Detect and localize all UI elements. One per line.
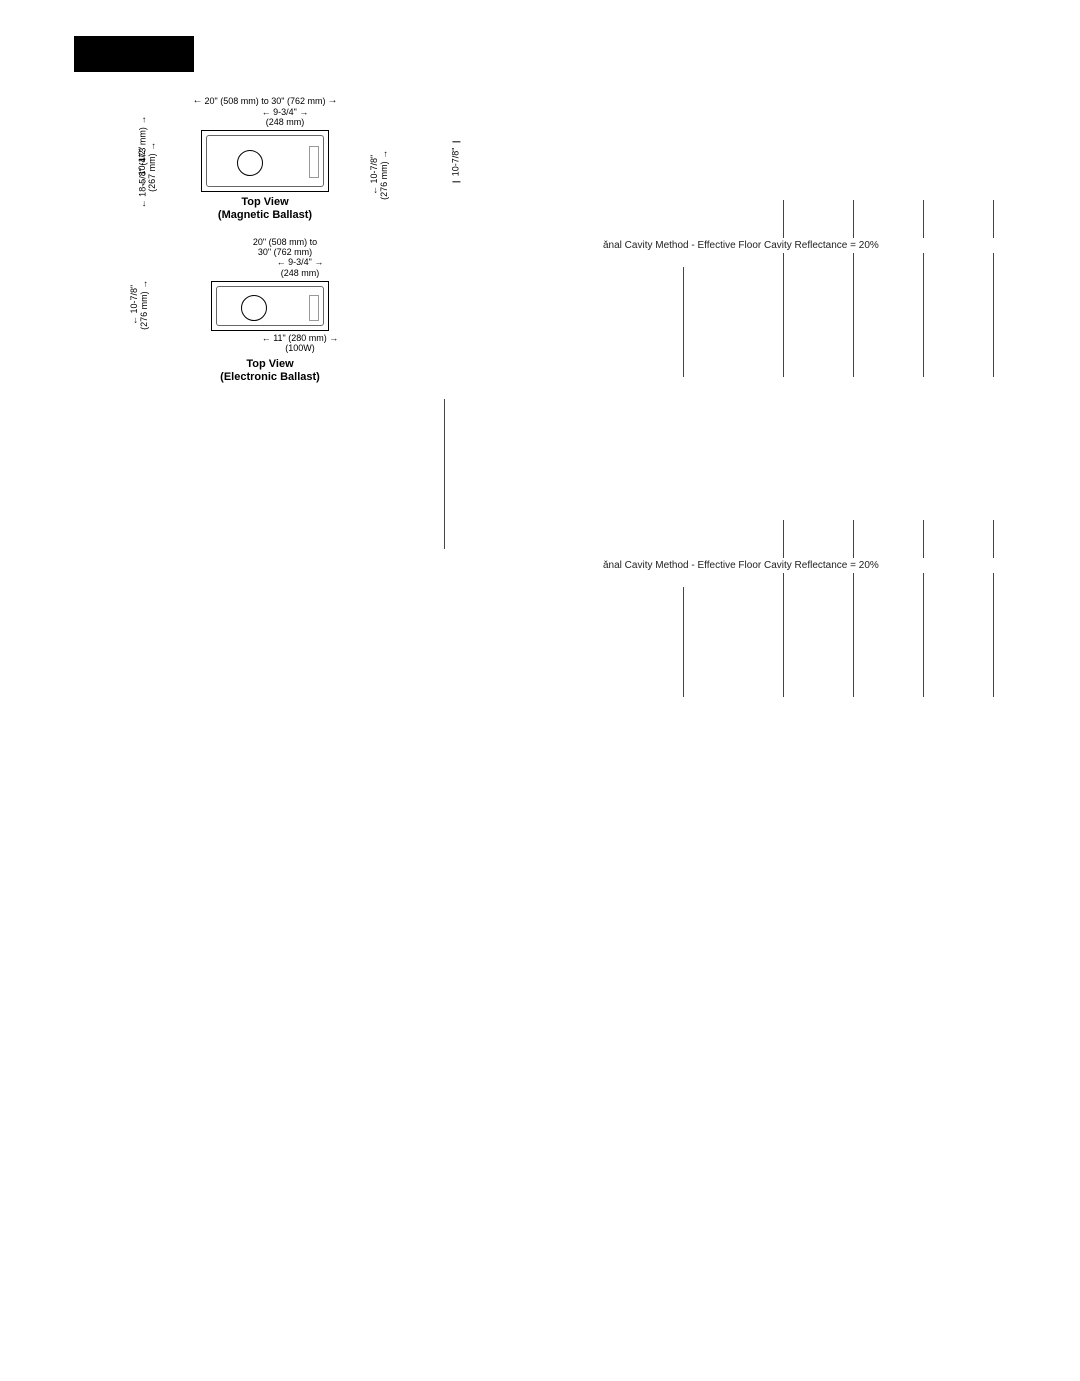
elec-subw: 9-3/4" xyxy=(288,257,312,267)
diagram-electronic: 20" (508 mm) to 30" (762 mm) ← 9-3/4" → … xyxy=(135,237,395,384)
elec-caption-2: (Electronic Ballast) xyxy=(220,371,320,383)
dimension-diagrams: ← 20" (508 mm) to 30" (762 mm) → ← 9-3/4… xyxy=(135,95,395,384)
mag-caption: Top View (Magnetic Ballast) xyxy=(180,196,350,222)
header-black-box xyxy=(74,36,194,72)
mag-width-dim: ← 20" (508 mm) to 30" (762 mm) → xyxy=(180,95,350,107)
mag-subw-row: ← 9-3/4" → (248 mm) xyxy=(220,107,350,128)
elec-box xyxy=(211,281,329,331)
elec-below-2: (100W) xyxy=(285,343,315,353)
mag-caption-2: (Magnetic Ballast) xyxy=(218,209,312,221)
elec-below-1: 11" (280 mm) xyxy=(273,333,327,343)
cu2-caption-row: ǎnal Cavity Method - Effective Floor Cav… xyxy=(603,558,1063,573)
elec-left-b: (276 mm) xyxy=(139,291,149,330)
elec-caption-1: Top View xyxy=(246,358,293,370)
mag-box xyxy=(201,130,329,192)
mag-right-b: (276 mm) xyxy=(379,161,389,200)
mag-width-text: 20" (508 mm) to 30" (762 mm) xyxy=(205,96,326,106)
cu2-sub-rules xyxy=(603,573,1063,587)
mag-caption-1: Top View xyxy=(241,196,288,208)
elec-box-inner xyxy=(216,286,324,326)
mag-far-right-text: 10-7/8" xyxy=(451,148,461,177)
elec-subw-mm: (248 mm) xyxy=(281,268,320,278)
cu1-caption-row: ǎnal Cavity Method - Effective Floor Cav… xyxy=(603,238,1063,253)
elec-width-dim: 20" (508 mm) to 30" (762 mm) xyxy=(185,237,385,258)
cu2-head-rules xyxy=(603,520,1063,558)
cu1-caption: ǎnal Cavity Method - Effective Floor Cav… xyxy=(603,240,879,251)
elec-width-2: 30" (762 mm) xyxy=(258,247,312,257)
elec-left-dim: ← 10-7/8" (276 mm) → xyxy=(130,279,150,329)
mag-subw: 9-3/4" xyxy=(273,107,297,117)
mag-aperture-icon xyxy=(237,150,263,176)
mag-left-inner-dim: ← 10-1/2" (267 mm) → xyxy=(138,142,158,192)
mag-right-a: 10-7/8" xyxy=(369,155,379,184)
cu-table-2: ǎnal Cavity Method - Effective Floor Cav… xyxy=(603,520,1063,697)
cu1-head-rules xyxy=(603,200,1063,238)
zonal-table-1 xyxy=(444,399,484,549)
elec-subw-row: ← 9-3/4" → (248 mm) xyxy=(215,257,385,278)
cu-table-1: ǎnal Cavity Method - Effective Floor Cav… xyxy=(603,200,1063,377)
zonal1-rules xyxy=(444,399,484,549)
cu1-body-rules xyxy=(603,267,1063,377)
cu1-sub-rules xyxy=(603,253,1063,267)
elec-jbox-icon xyxy=(309,295,319,321)
elec-left-a: 10-7/8" xyxy=(129,284,139,313)
mag-far-right-dim: 10-7/8" xyxy=(452,142,462,183)
elec-below-dim: ← 11" (280 mm) → (100W) xyxy=(215,333,385,354)
mag-right-dim: ← 10-7/8" (276 mm) → xyxy=(370,150,390,200)
mag-jbox-icon xyxy=(309,146,319,178)
diagram-magnetic: ← 20" (508 mm) to 30" (762 mm) → ← 9-3/4… xyxy=(135,95,395,223)
cu2-body-rules xyxy=(603,587,1063,697)
cu2-caption: ǎnal Cavity Method - Effective Floor Cav… xyxy=(603,560,879,571)
mag-left-inner-b: (267 mm) xyxy=(147,153,157,192)
mag-left-inner-a: 10-1/2" xyxy=(137,147,147,176)
mag-subw-mm: (248 mm) xyxy=(266,117,305,127)
elec-caption: Top View (Electronic Ballast) xyxy=(155,358,385,384)
elec-width-1: 20" (508 mm) to xyxy=(253,237,317,247)
mag-box-inner xyxy=(206,135,324,187)
elec-aperture-icon xyxy=(241,295,267,321)
